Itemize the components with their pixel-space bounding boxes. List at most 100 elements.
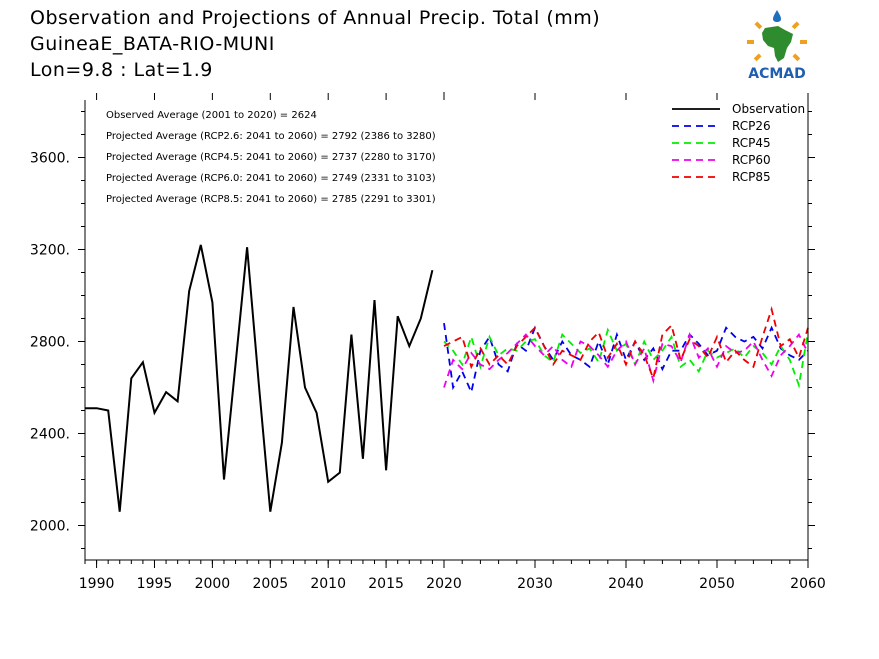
data-point-rcp26	[680, 350, 682, 352]
data-point-rcp85	[762, 336, 764, 338]
data-point-rcp60	[653, 380, 655, 382]
data-point-rcp85	[744, 359, 746, 361]
data-point-rcp85	[489, 364, 491, 366]
series-line-observation	[85, 244, 434, 512]
data-point-rcp85	[734, 350, 736, 352]
data-point-rcp60	[725, 345, 727, 347]
data-point-rcp60	[753, 341, 755, 343]
legend-label-rcp26: RCP26	[732, 119, 771, 133]
data-point-rcp26	[662, 368, 664, 370]
y-tick-label: 2000.	[30, 519, 70, 535]
data-point-rcp60	[443, 387, 445, 389]
data-point-observation	[374, 299, 376, 301]
data-point-rcp45	[461, 364, 463, 366]
data-point-rcp60	[507, 352, 509, 354]
data-point-rcp60	[689, 334, 691, 336]
data-point-rcp45	[507, 348, 509, 350]
data-point-rcp85	[580, 359, 582, 361]
data-point-rcp26	[725, 327, 727, 329]
data-point-rcp60	[534, 345, 536, 347]
data-point-observation	[362, 458, 364, 460]
data-point-rcp60	[552, 345, 554, 347]
data-point-rcp60	[625, 341, 627, 343]
data-point-rcp45	[643, 341, 645, 343]
data-point-observation	[385, 470, 387, 472]
data-point-rcp45	[744, 357, 746, 359]
data-point-observation	[223, 479, 225, 481]
data-point-rcp85	[698, 345, 700, 347]
data-point-rcp60	[498, 359, 500, 361]
chart-subtitle-region: GuineaE_BATA-RIO-MUNI	[30, 33, 275, 55]
data-point-observation	[269, 511, 271, 513]
data-point-rcp85	[643, 355, 645, 357]
data-point-rcp85	[607, 357, 609, 359]
data-point-rcp26	[498, 364, 500, 366]
y-tick-label: 2400.	[30, 427, 70, 443]
data-point-rcp45	[716, 357, 718, 359]
data-point-rcp85	[653, 378, 655, 380]
data-point-rcp85	[562, 350, 564, 352]
data-point-rcp85	[771, 309, 773, 311]
data-point-rcp60	[707, 348, 709, 350]
data-point-rcp60	[589, 345, 591, 347]
series-line-rcp60	[443, 331, 809, 388]
chart-title: Observation and Projections of Annual Pr…	[30, 7, 601, 29]
data-point-rcp85	[707, 357, 709, 359]
data-point-rcp60	[480, 364, 482, 366]
data-point-observation	[96, 407, 98, 409]
data-point-rcp26	[762, 348, 764, 350]
data-point-rcp26	[789, 355, 791, 357]
x-tick-label: 1990	[79, 576, 115, 592]
data-point-rcp45	[789, 359, 791, 361]
stats-line: Projected Average (RCP2.6: 2041 to 2060)…	[106, 131, 436, 142]
data-point-observation	[154, 412, 156, 414]
data-point-rcp60	[789, 345, 791, 347]
data-point-observation	[131, 378, 133, 380]
data-point-observation	[397, 315, 399, 317]
data-point-rcp85	[780, 345, 782, 347]
data-point-rcp85	[480, 348, 482, 350]
stats-line: Observed Average (2001 to 2020) = 2624	[106, 110, 317, 121]
x-tick-label: 2015	[368, 576, 404, 592]
data-point-rcp60	[461, 368, 463, 370]
data-point-rcp45	[671, 336, 673, 338]
data-point-rcp45	[771, 364, 773, 366]
data-point-rcp26	[616, 334, 618, 336]
data-point-rcp85	[598, 332, 600, 334]
legend-label-rcp85: RCP85	[732, 170, 771, 184]
data-point-rcp60	[607, 366, 609, 368]
data-point-rcp85	[634, 341, 636, 343]
data-point-rcp85	[552, 364, 554, 366]
data-point-rcp60	[489, 368, 491, 370]
logo-text: ACMAD	[748, 66, 806, 82]
legend-label-observation: Observation	[732, 102, 805, 116]
data-point-rcp26	[589, 366, 591, 368]
data-point-rcp26	[452, 387, 454, 389]
y-tick-label: 3200.	[30, 243, 70, 259]
data-point-rcp85	[516, 345, 518, 347]
data-point-rcp45	[607, 329, 609, 331]
data-point-rcp60	[662, 343, 664, 345]
data-point-observation	[258, 382, 260, 384]
data-point-observation	[281, 442, 283, 444]
data-point-rcp45	[443, 341, 445, 343]
data-point-rcp85	[498, 355, 500, 357]
data-point-rcp60	[634, 364, 636, 366]
legend: Observation RCP26 RCP45 RCP60 RCP85	[672, 102, 805, 184]
data-point-rcp26	[771, 327, 773, 329]
data-point-rcp45	[480, 366, 482, 368]
data-point-rcp85	[798, 357, 800, 359]
data-point-rcp45	[598, 361, 600, 363]
data-point-rcp60	[671, 345, 673, 347]
series-line-rcp26	[443, 322, 809, 395]
data-point-rcp85	[525, 336, 527, 338]
data-point-observation	[432, 269, 434, 271]
x-tick-label: 2020	[426, 576, 462, 592]
data-point-rcp60	[716, 366, 718, 368]
data-point-rcp85	[452, 341, 454, 343]
data-point-rcp85	[625, 364, 627, 366]
data-point-rcp60	[643, 348, 645, 350]
data-point-rcp85	[616, 343, 618, 345]
data-point-observation	[246, 246, 248, 248]
